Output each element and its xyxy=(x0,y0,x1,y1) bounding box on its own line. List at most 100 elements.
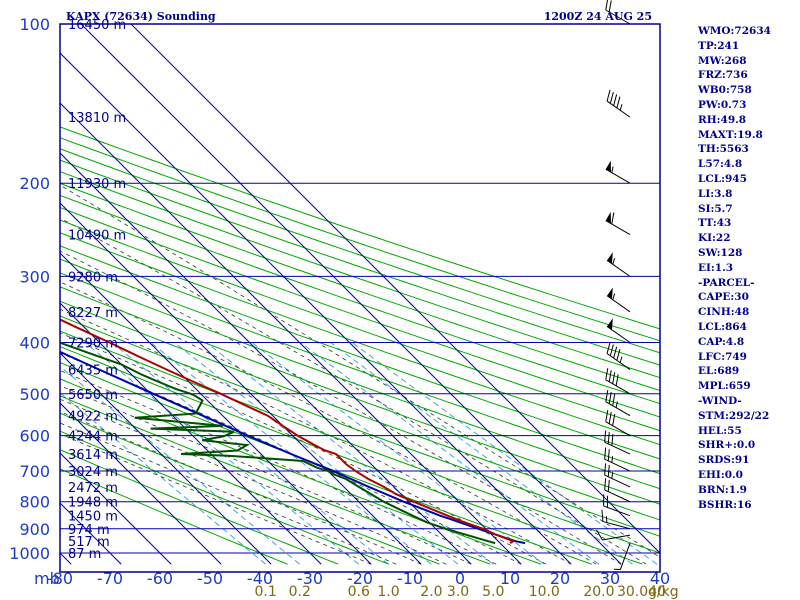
barb-half xyxy=(615,401,618,408)
temp-label: 30 xyxy=(600,569,620,588)
barb-full xyxy=(596,529,603,541)
mixing-ratio-unit: g/kg xyxy=(648,584,679,600)
index-item: FRZ:736 xyxy=(698,69,748,82)
barb-staff xyxy=(604,458,631,472)
index-item: TP:241 xyxy=(698,39,740,52)
moist-adiabat xyxy=(60,398,447,565)
wind-barb xyxy=(601,509,631,530)
wind-barb xyxy=(614,542,631,570)
wind-barb xyxy=(605,211,631,235)
barb-flag xyxy=(607,252,613,264)
temp-label: 40 xyxy=(650,569,670,588)
wind-barb xyxy=(606,89,631,118)
index-item: EL:689 xyxy=(698,365,740,378)
barb-staff xyxy=(606,259,631,277)
dry-adiabat xyxy=(60,245,660,460)
mixing-ratio-line xyxy=(174,342,459,565)
dry-adiabat xyxy=(60,126,660,330)
barb-full xyxy=(612,372,616,384)
height-label: 13810 m xyxy=(68,111,126,126)
mixing-ratio-label: 0.6 xyxy=(348,584,370,600)
mixing-ratio-line xyxy=(60,365,300,565)
wind-barb xyxy=(606,287,631,313)
barb-staff xyxy=(619,542,631,570)
wind-barb xyxy=(606,318,631,343)
mixing-ratio-label: 3.0 xyxy=(447,584,469,600)
height-label: 2472 m xyxy=(68,481,118,496)
sounding-time: 1200Z 24 AUG 25 xyxy=(543,10,652,23)
dry-adiabat xyxy=(60,430,390,565)
mixing-ratio-label: 10.0 xyxy=(529,584,560,600)
barb-full xyxy=(605,410,609,422)
index-item: -WIND- xyxy=(698,394,742,407)
isotherm xyxy=(80,24,622,565)
barb-staff xyxy=(605,421,631,437)
pressure-unit-label: mb xyxy=(34,569,60,588)
temp-label: 0 xyxy=(455,569,465,588)
barb-full xyxy=(606,89,611,102)
pressure-label-100: 100 xyxy=(19,15,50,34)
index-item: TH:5563 xyxy=(698,143,749,156)
isotherm xyxy=(60,102,522,565)
pressure-label-300: 300 xyxy=(19,267,50,286)
mixing-ratio-line xyxy=(300,342,600,565)
wind-barb xyxy=(605,390,631,417)
mixing-ratio-line xyxy=(111,342,389,565)
plot-frame xyxy=(59,23,661,573)
pressure-label-700: 700 xyxy=(19,462,50,481)
dewpoint-trace xyxy=(60,341,496,545)
height-label: 3614 m xyxy=(68,448,118,463)
temperature-trace xyxy=(60,318,516,544)
isotherm xyxy=(60,302,322,565)
barb-full xyxy=(604,430,607,443)
pressure-label-200: 200 xyxy=(19,174,50,193)
dry-adiabat xyxy=(60,412,440,565)
barb-full xyxy=(612,394,616,406)
pressure-label-1000: 1000 xyxy=(9,544,50,563)
barb-full xyxy=(607,479,610,492)
barb-full xyxy=(607,465,610,477)
temp-label: -60 xyxy=(147,569,173,588)
index-item: BSHR:16 xyxy=(698,498,752,511)
barb-full xyxy=(608,370,612,382)
parcel-trace xyxy=(60,350,526,545)
mixing-ratio-line xyxy=(351,342,658,565)
index-item: RH:49.8 xyxy=(698,113,747,126)
indices-panel: WMO:72634 TP:241 MW:268 FRZ:736 WB0:758 PW:0.… xyxy=(698,24,771,512)
isotherm xyxy=(130,24,660,554)
isotherm xyxy=(0,24,21,564)
sounding-title: KAPX (72634) Sounding xyxy=(66,10,216,23)
barb-staff xyxy=(605,220,631,235)
index-item: CAPE:30 xyxy=(698,291,749,304)
barb-staff xyxy=(606,326,631,343)
barb-staff xyxy=(605,9,631,25)
height-label: 1948 m xyxy=(68,496,118,511)
index-item: CAP:4.8 xyxy=(698,335,745,348)
pressure-label-500: 500 xyxy=(19,385,50,404)
wind-barb xyxy=(604,447,631,472)
wind-barb xyxy=(605,160,631,184)
barb-full xyxy=(611,212,615,225)
dry-adiabat xyxy=(60,258,660,475)
index-item: STM:292/22 xyxy=(698,409,770,422)
wind-barb xyxy=(605,0,631,25)
barb-flag xyxy=(605,160,611,173)
dry-adiabat xyxy=(60,137,660,342)
index-item: TT:43 xyxy=(698,217,732,230)
index-item: L57:4.8 xyxy=(698,158,743,171)
barb-full xyxy=(605,368,609,380)
temp-label: 20 xyxy=(550,569,570,588)
dry-adiabat xyxy=(60,171,660,379)
barb-half xyxy=(611,456,614,463)
index-item: WB0:758 xyxy=(698,84,752,97)
index-item: MW:268 xyxy=(698,54,747,67)
height-label: 8227 m xyxy=(68,306,118,321)
index-item: CINH:48 xyxy=(698,306,750,319)
height-label: 9280 m xyxy=(68,270,118,285)
barb-full xyxy=(609,344,614,356)
dry-adiabat xyxy=(60,286,660,505)
height-label: 4922 m xyxy=(68,410,118,425)
isotherm xyxy=(60,202,422,565)
height-label: 11930 m xyxy=(68,177,126,192)
wind-barb xyxy=(605,368,631,395)
